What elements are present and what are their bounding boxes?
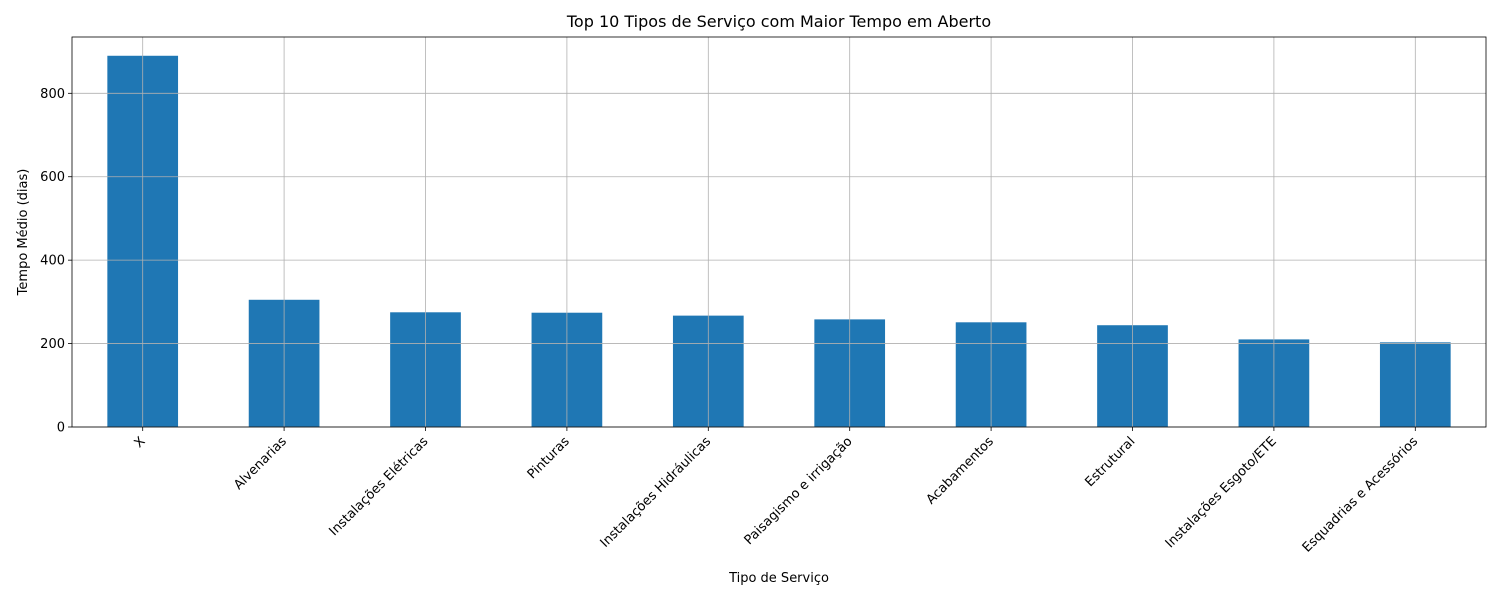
y-tick-label: 0 [57, 421, 65, 436]
x-axis-label: Tipo de Serviço [728, 571, 829, 586]
chart-title: Top 10 Tipos de Serviço com Maior Tempo … [566, 12, 991, 31]
y-tick-label: 600 [40, 170, 65, 185]
y-tick-label: 400 [40, 254, 65, 269]
plot-frame [71, 36, 1487, 428]
y-ticks: 0 200 400 600 800 [40, 87, 72, 436]
y-axis-label: Tempo Médio (dias) [16, 169, 31, 297]
y-tick-label: 200 [40, 337, 65, 352]
y-tick-label: 800 [40, 87, 65, 102]
